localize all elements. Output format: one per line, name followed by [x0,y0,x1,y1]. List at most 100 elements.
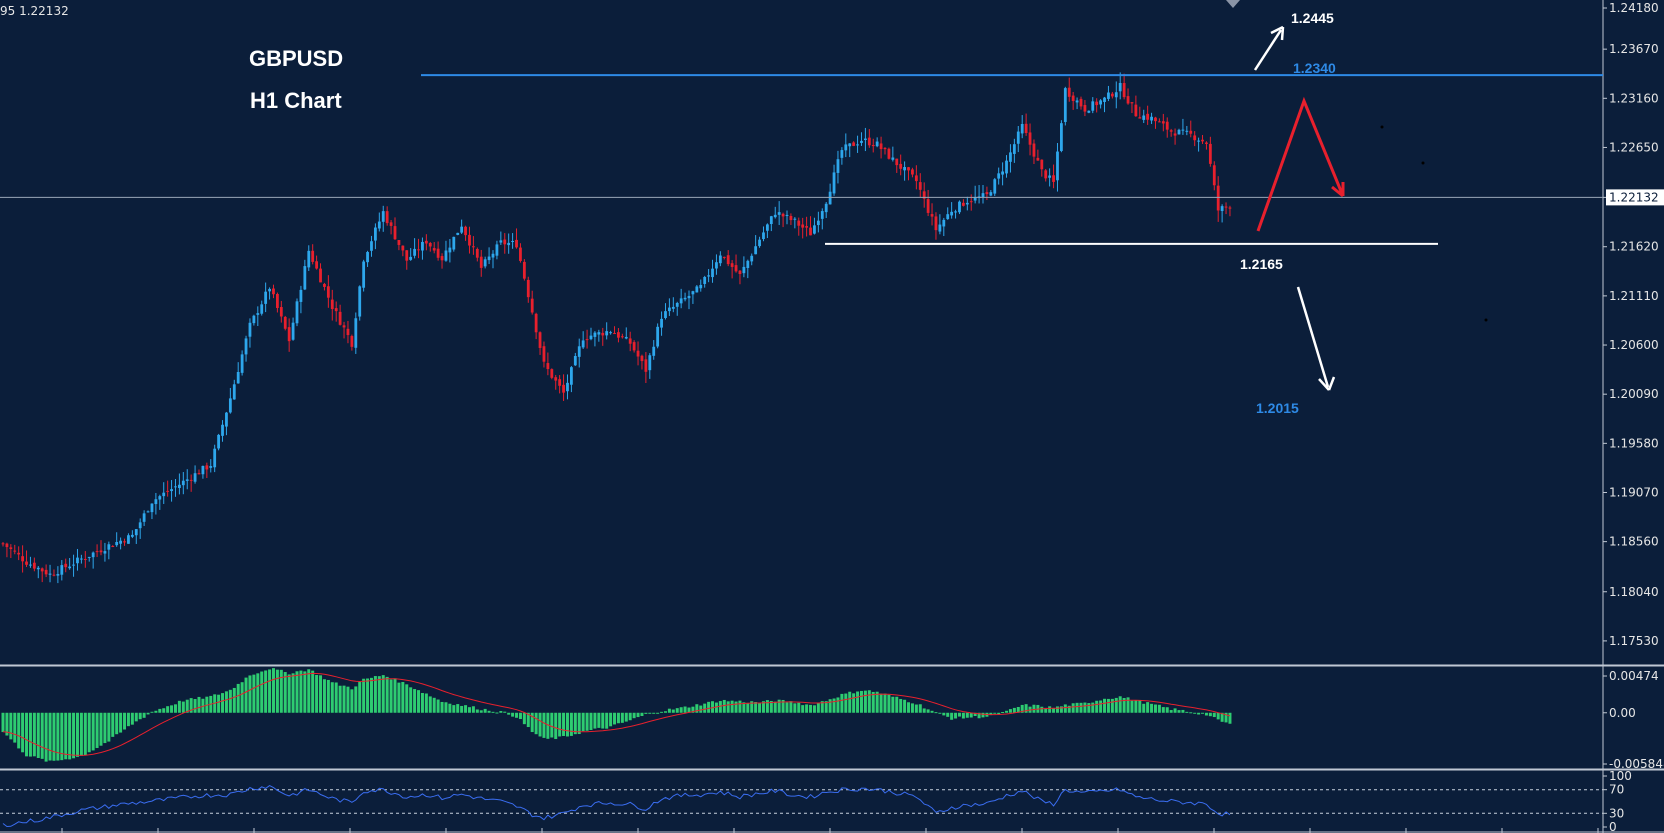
macd-bar [1212,712,1216,718]
candle-body [181,480,185,486]
candle-body [617,332,620,338]
macd-bar [1177,710,1181,713]
candle-body [781,213,785,217]
candle-body [334,308,338,312]
candle-body [287,327,291,342]
macd-bar [840,693,844,713]
candle-body [323,283,326,287]
macd-bar [123,712,127,730]
candle-body [668,307,671,312]
macd-bar [1181,709,1185,713]
macd-bar [722,699,726,713]
candle-body [852,142,856,146]
macd-bar [989,712,993,716]
candle-body [25,561,28,565]
macd-bar [765,700,769,713]
candle-body [538,332,542,348]
candle-body [609,332,612,334]
macd-bar [154,710,158,713]
current-price-box [1606,189,1664,206]
macd-signal-line [2,672,1231,756]
macd-bar [283,672,287,713]
candle-body [695,286,699,293]
candle-body [1012,144,1016,154]
candle-body [636,350,640,357]
candle-body [1036,157,1040,161]
candle-body [558,379,562,386]
candle-body [21,556,24,562]
candle-body [597,332,601,335]
macd-bar [350,689,354,713]
candle-body [816,220,820,226]
macd-bar [871,691,875,713]
candle-body [1005,160,1008,174]
macd-bar [1142,703,1146,713]
macd-bar [522,712,526,725]
macd-bar [761,701,765,713]
macd-bar [1138,700,1142,713]
macd-bar [507,712,511,715]
macd-bar [1185,711,1189,713]
candle-body [9,547,13,549]
candle-body [993,179,997,194]
candle-body [1114,92,1118,98]
candle-body [91,552,95,558]
macd-bar [934,712,938,714]
candle-body [499,240,503,243]
macd-bar [663,711,667,713]
macd-bar [1044,707,1048,713]
macd-bar [993,712,997,714]
macd-bar [221,693,225,713]
macd-bar [954,712,958,719]
rsi-tick-label: 100 [1609,769,1632,783]
candle-body [268,288,271,292]
candle-body [99,550,103,553]
macd-bar [279,669,283,713]
macd-bar [1173,708,1177,713]
chart-dot [1484,318,1488,322]
candle-body [221,424,224,436]
candle-body [730,263,734,267]
candle-body [554,377,558,381]
candle-body [299,289,303,302]
rsi-tick-label: 0 [1609,820,1617,833]
candle-body [1158,121,1161,123]
macd-bar [1106,698,1110,713]
candle-body [428,242,432,247]
scroll-marker-icon [1226,0,1240,8]
candle-body [311,250,315,262]
candle-body [773,214,777,218]
candle-body [1071,95,1075,102]
macd-bar [1103,698,1107,713]
candle-body [370,241,373,251]
candle-body [1208,143,1212,164]
candle-body [824,203,828,213]
candle-body [699,284,703,289]
support-label: 1.2165 [1240,256,1283,272]
candle-body [111,546,115,548]
candle-body [201,465,205,475]
candle-body [613,333,616,335]
candle-body [703,276,707,284]
macd-bar [1087,703,1091,713]
macd-bar [636,712,640,718]
macd-bar [1224,712,1228,723]
candle-body [260,304,264,314]
macd-bar [158,708,162,713]
macd-bar [248,675,252,713]
candle-body [358,286,362,317]
macd-bar [965,712,969,718]
macd-bar [189,698,193,713]
macd-bar [758,702,762,713]
candle-body [52,574,56,576]
target-down-label: 1.2015 [1256,400,1299,416]
macd-bar [1,712,5,733]
candle-body [326,286,330,298]
macd-bar [1071,703,1075,713]
candle-body [472,246,475,248]
macd-bar [785,702,789,713]
candle-body [922,191,926,199]
candle-body [29,564,32,566]
macd-bar [322,679,326,713]
